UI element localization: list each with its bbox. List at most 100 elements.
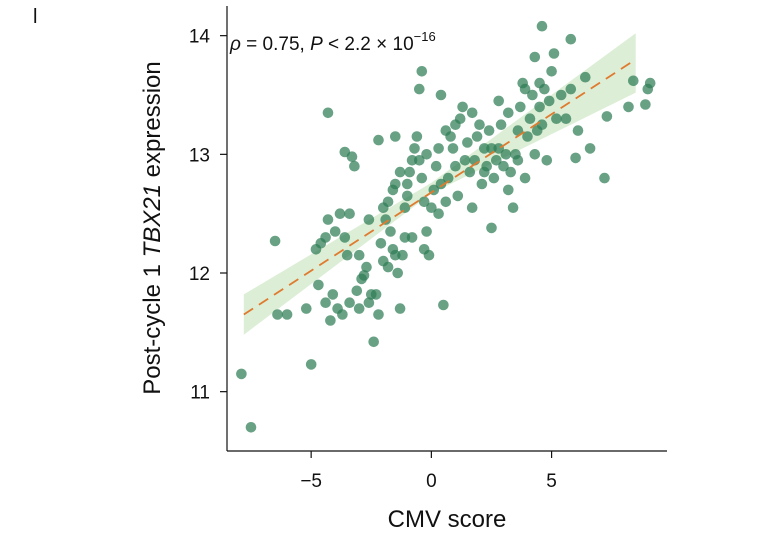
- data-point: [402, 190, 413, 202]
- panel-label: l: [33, 6, 38, 28]
- y-axis-label: Post-cycle 1 TBX21 expression: [139, 61, 166, 395]
- data-point: [450, 160, 461, 172]
- data-point: [433, 208, 444, 219]
- data-point: [394, 303, 406, 314]
- data-point: [551, 113, 562, 124]
- data-point: [349, 160, 360, 172]
- data-point: [479, 166, 490, 178]
- data-point: [346, 151, 358, 162]
- data-point: [572, 125, 584, 136]
- data-point: [512, 125, 524, 136]
- data-point: [373, 134, 384, 146]
- data-point: [452, 190, 464, 202]
- data-point: [320, 297, 331, 309]
- data-point: [548, 48, 560, 59]
- data-point: [426, 202, 437, 213]
- data-point: [529, 149, 541, 160]
- p-exponent: −16: [414, 29, 436, 44]
- data-point: [361, 261, 372, 273]
- data-point: [363, 297, 375, 309]
- x-tick-label: −5: [300, 471, 322, 492]
- data-point: [543, 95, 555, 107]
- data-point: [534, 101, 545, 113]
- fit-line-layer: [243, 58, 637, 316]
- data-point: [522, 131, 533, 142]
- data-point: [416, 66, 428, 77]
- rho-symbol: ρ: [229, 34, 241, 55]
- data-point: [438, 299, 449, 311]
- data-point: [301, 303, 312, 314]
- y-tick-label: 14: [189, 27, 211, 48]
- data-point: [601, 111, 613, 122]
- data-point: [322, 214, 334, 225]
- data-point: [281, 309, 293, 320]
- p-value: < 2.2 × 10: [323, 34, 414, 55]
- data-point: [305, 359, 317, 370]
- data-point: [322, 107, 334, 119]
- data-point: [390, 178, 401, 190]
- data-point: [433, 143, 444, 154]
- data-point: [344, 297, 355, 309]
- data-point: [394, 166, 406, 178]
- data-point: [329, 226, 341, 237]
- data-point: [341, 249, 353, 261]
- data-point: [474, 119, 485, 130]
- data-point: [570, 152, 581, 164]
- data-point: [457, 101, 468, 113]
- data-point: [353, 249, 365, 261]
- y-axis-label-gene: TBX21: [139, 184, 166, 257]
- data-point: [512, 155, 524, 166]
- rho-value: = 0.75,: [241, 34, 310, 55]
- data-point: [325, 315, 336, 326]
- data-point: [382, 196, 394, 208]
- data-point: [515, 101, 526, 113]
- p-symbol: P: [310, 34, 323, 55]
- data-point: [503, 107, 514, 119]
- data-point: [555, 89, 567, 101]
- data-point: [536, 119, 548, 130]
- data-point: [358, 270, 370, 281]
- data-point: [534, 77, 545, 89]
- data-point: [411, 131, 423, 142]
- data-point: [471, 131, 483, 142]
- data-point: [363, 214, 375, 225]
- data-point: [464, 166, 476, 178]
- data-point: [462, 137, 473, 148]
- data-point: [368, 336, 380, 348]
- data-point: [430, 160, 442, 172]
- data-point: [560, 113, 572, 124]
- data-point: [498, 160, 509, 172]
- data-point: [339, 232, 351, 243]
- data-point: [503, 184, 514, 196]
- data-point: [373, 309, 384, 320]
- data-point: [409, 143, 420, 154]
- data-point: [423, 249, 435, 261]
- data-point: [519, 172, 531, 184]
- data-point: [404, 166, 416, 178]
- data-point: [500, 149, 512, 160]
- data-point: [421, 149, 432, 160]
- data-points: [236, 20, 656, 433]
- data-point: [414, 83, 425, 95]
- data-point: [344, 208, 355, 219]
- data-point: [483, 125, 495, 136]
- data-point: [488, 172, 500, 184]
- data-point: [320, 232, 331, 243]
- data-point: [435, 178, 447, 190]
- data-point: [541, 155, 553, 166]
- data-point: [353, 303, 365, 314]
- data-point: [491, 155, 502, 166]
- data-point: [418, 196, 430, 208]
- data-point: [466, 107, 478, 119]
- data-point: [327, 289, 339, 300]
- data-point: [450, 119, 461, 130]
- data-point: [536, 20, 548, 32]
- data-point: [447, 143, 459, 154]
- data-point: [435, 89, 447, 101]
- y-tick-label: 11: [190, 383, 210, 404]
- data-point: [599, 172, 610, 184]
- data-point: [486, 222, 497, 234]
- data-point: [493, 95, 505, 107]
- data-point: [334, 208, 346, 219]
- data-point: [466, 202, 478, 213]
